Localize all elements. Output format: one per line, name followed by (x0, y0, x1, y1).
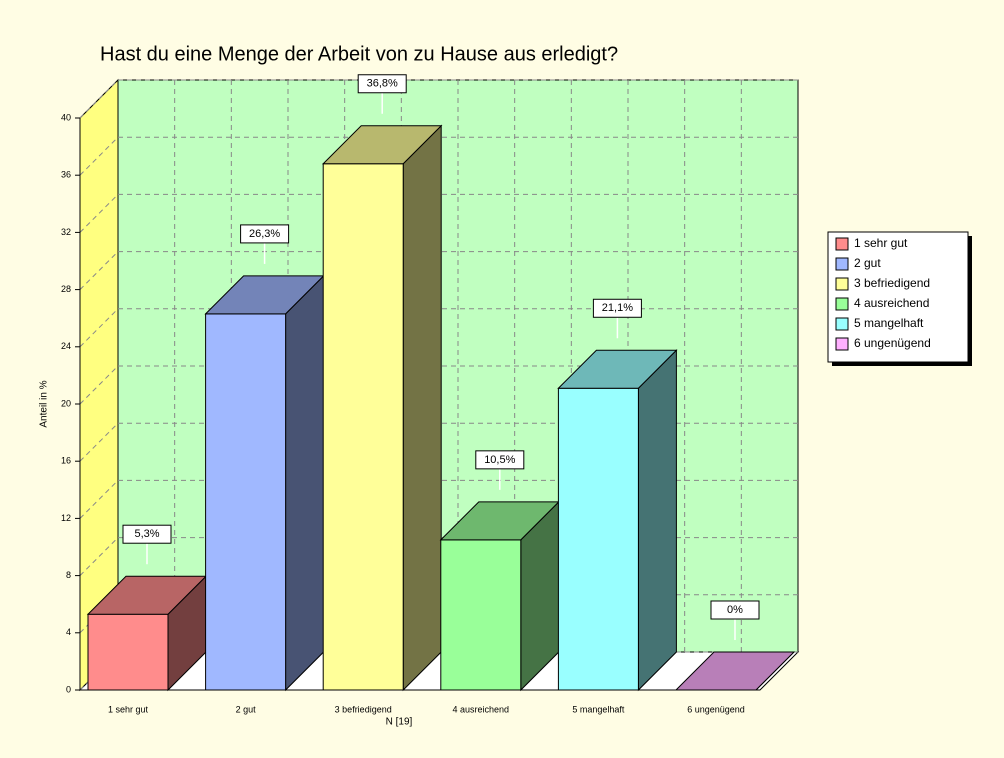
value-label-box (592, 298, 642, 318)
legend (827, 231, 969, 363)
bar-side (285, 274, 325, 692)
y-tick-label: 12 (61, 513, 71, 523)
y-tick-label: 32 (61, 227, 71, 237)
legend-swatch (835, 317, 849, 331)
bar-top (674, 651, 796, 691)
value-label-box (240, 224, 290, 244)
value-label-box (122, 524, 172, 544)
y-tick-label: 16 (61, 456, 71, 466)
x-axis-label: N [19] (386, 717, 413, 728)
legend-label: 1 sehr gut (854, 236, 908, 250)
y-tick-label: 40 (61, 112, 71, 122)
y-tick-label: 36 (61, 170, 71, 180)
bar-top (557, 349, 678, 389)
x-tick-label: 6 ungenügend (687, 704, 745, 714)
y-tick-label: 28 (61, 284, 71, 294)
value-label: 5,3% (134, 528, 159, 540)
x-tick-label: 2 gut (236, 704, 257, 714)
value-label: 36,8% (367, 78, 398, 90)
legend-swatch (835, 257, 849, 271)
bar-front (322, 163, 404, 691)
legend-label: 6 ungenügend (854, 336, 931, 350)
bar-front (205, 313, 287, 691)
legend-label: 4 ausreichend (854, 296, 929, 310)
y-axis-label: Anteil in % (39, 380, 50, 427)
legend-swatch (835, 277, 849, 291)
value-label: 26,3% (249, 228, 280, 240)
value-label: 10,5% (484, 454, 515, 466)
value-label-box (710, 600, 760, 620)
y-tick-label: 8 (66, 570, 71, 580)
value-label-box (475, 450, 525, 470)
value-label-box (357, 74, 407, 94)
legend-label: 5 mangelhaft (854, 316, 924, 330)
legend-swatch (835, 297, 849, 311)
bar-side (402, 124, 442, 692)
x-tick-label: 1 sehr gut (108, 704, 149, 714)
legend-swatch (835, 237, 849, 251)
legend-swatch (835, 337, 849, 351)
bar-front (440, 539, 522, 691)
value-label: 21,1% (602, 302, 633, 314)
y-tick-label: 4 (66, 627, 71, 637)
bar-front (557, 387, 639, 691)
x-tick-label: 5 mangelhaft (572, 704, 625, 714)
bar-side (637, 349, 677, 692)
chart-title: Hast du eine Menge der Arbeit von zu Hau… (100, 43, 618, 65)
bar-front (87, 613, 169, 691)
x-tick-label: 4 ausreichend (453, 704, 510, 714)
x-tick-label: 3 befriedigend (335, 704, 392, 714)
value-label: 0% (727, 604, 743, 616)
bar-top (321, 125, 443, 165)
legend-label: 3 befriedigend (854, 276, 930, 290)
legend-label: 2 gut (854, 256, 881, 270)
y-tick-label: 24 (61, 341, 71, 351)
y-tick-label: 0 (66, 684, 71, 694)
y-tick-label: 20 (61, 398, 71, 408)
